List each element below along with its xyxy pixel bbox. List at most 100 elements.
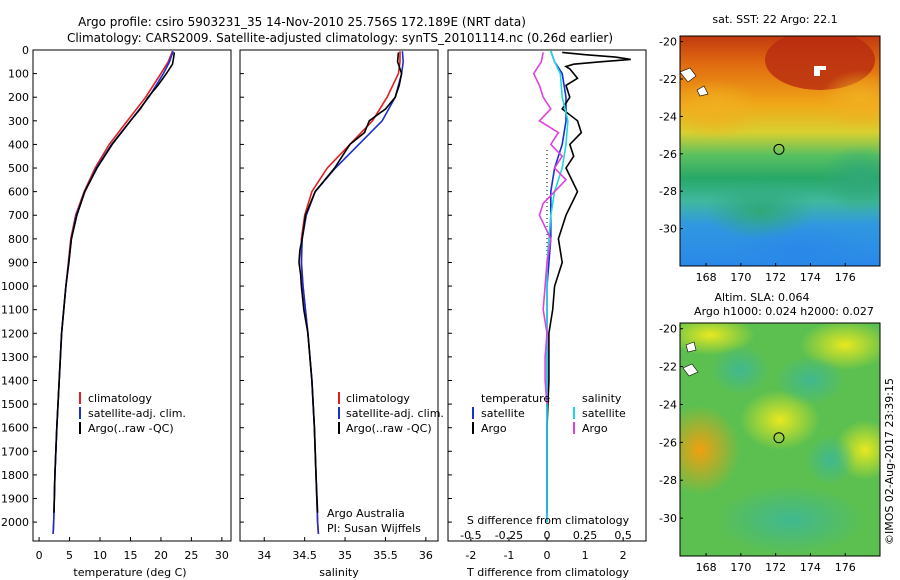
- x-tick-label: 1: [582, 549, 589, 562]
- profile-line-s-satellite: [546, 50, 569, 523]
- map-y-tick-label: -30: [659, 512, 677, 525]
- depth-tick-label: 1200: [1, 327, 29, 340]
- depth-tick-label: 300: [8, 115, 29, 128]
- x-tick-label: 10: [93, 549, 107, 562]
- s-tick-label: -0.5: [460, 529, 481, 542]
- depth-tick-label: 600: [8, 186, 29, 199]
- axis-ticks: 0100200300400500600700800900100011001200…: [1, 44, 632, 562]
- depth-tick-label: 1600: [1, 422, 29, 435]
- depth-tick-label: 1000: [1, 280, 29, 293]
- depth-tick-label: 1900: [1, 493, 29, 506]
- depth-tick-label: 100: [8, 68, 29, 81]
- s-tick-label: -0.25: [495, 529, 523, 542]
- depth-tick-label: 900: [8, 256, 29, 269]
- legend-argo-label: Argo(..raw -QC): [346, 422, 432, 435]
- s-tick-label: 0.25: [573, 529, 598, 542]
- profile-line-t-satellite: [546, 50, 567, 523]
- sst-map-field: [680, 36, 880, 266]
- map-x-tick-label: 174: [800, 271, 821, 284]
- map-y-tick-label: -22: [659, 361, 677, 374]
- profile-line-satellite-adj-clim-: [300, 51, 405, 534]
- legend-s-satellite-label: satellite: [582, 407, 626, 420]
- legend-salinity-title: salinity: [582, 392, 622, 405]
- argo-location-marker: [773, 432, 785, 444]
- x-tick-label: -1: [503, 549, 514, 562]
- depth-tick-label: 800: [8, 233, 29, 246]
- x-tick-label: 35.5: [373, 549, 398, 562]
- figure-title-line1: Argo profile: csiro 5903231_35 14-Nov-20…: [78, 15, 526, 29]
- profile-line-argo-raw-qc-: [53, 52, 176, 513]
- x-tick-label: 5: [66, 549, 73, 562]
- profile-line-satellite-adj-clim-: [52, 50, 174, 534]
- argo-australia-credit: Argo Australia: [327, 507, 405, 520]
- map-y-tick-label: -20: [659, 36, 677, 49]
- depth-tick-label: 1300: [1, 351, 29, 364]
- sst-map-frame: [679, 35, 881, 267]
- depth-tick-label: 1500: [1, 398, 29, 411]
- legend-temperature-title: temperature: [481, 392, 550, 405]
- x-tick-label: 0: [544, 549, 551, 562]
- salinity-legend: climatology satellite-adj. clim. Argo(..…: [327, 392, 444, 535]
- map-y-tick-label: -30: [659, 223, 677, 236]
- salinity-xlabel: salinity: [319, 566, 359, 579]
- depth-tick-label: 2000: [1, 516, 29, 529]
- map-x-tick-label: 170: [730, 561, 751, 574]
- temperature-legend: climatology satellite-adj. clim. Argo(..…: [79, 392, 186, 435]
- x-tick-label: 25: [184, 549, 198, 562]
- x-tick-label: 30: [215, 549, 229, 562]
- argo-location-marker: [773, 143, 785, 155]
- map-y-tick-label: -22: [659, 73, 677, 86]
- profile-line-argo-raw-qc-: [298, 52, 403, 513]
- map-y-tick-label: -28: [659, 185, 677, 198]
- sst-map-title: sat. SST: 22 Argo: 22.1: [712, 13, 837, 26]
- legend-s-argo-label: Argo: [582, 422, 608, 435]
- depth-tick-label: 1800: [1, 469, 29, 482]
- depth-tick-label: 400: [8, 138, 29, 151]
- x-tick-label: 2: [620, 549, 627, 562]
- x-tick-label: -2: [465, 549, 476, 562]
- sla-map-title: Altim. SLA: 0.064: [714, 291, 809, 304]
- profile-line-t-argo: [546, 51, 631, 513]
- legend-satellite-label: satellite-adj. clim.: [88, 407, 186, 420]
- map-y-tick-label: -20: [659, 323, 677, 336]
- map-y-tick-label: -26: [659, 436, 677, 449]
- sla-map-field: [680, 323, 880, 556]
- legend-argo-label: Argo(..raw -QC): [88, 422, 174, 435]
- temperature-axes: [32, 49, 232, 542]
- legend-climatology-label: climatology: [88, 392, 152, 405]
- map-y-tick-label: -24: [659, 398, 677, 411]
- pi-credit: PI: Susan Wijffels: [327, 522, 421, 535]
- map-x-tick-label: 168: [696, 561, 717, 574]
- sla-map-subtitle: Argo h1000: 0.024 h2000: 0.027: [694, 305, 874, 318]
- map-x-tick-label: 172: [765, 271, 786, 284]
- map-x-tick-label: 176: [835, 271, 856, 284]
- x-tick-label: 15: [123, 549, 137, 562]
- depth-tick-label: 500: [8, 162, 29, 175]
- map-x-tick-label: 170: [730, 271, 751, 284]
- x-tick-label: 20: [154, 549, 168, 562]
- legend-climatology-label: climatology: [346, 392, 410, 405]
- sla-map-axes: 168 170 172 174 176 -20 -22 -24 -26 -28 -30: [659, 323, 856, 574]
- map-x-tick-label: 174: [800, 561, 821, 574]
- imos-credit: ©IMOS 02-Aug-2017 23:39:15: [883, 378, 896, 545]
- s-tick-label: 0: [544, 529, 551, 542]
- difference-legend: temperature salinity satellite Argo sate…: [472, 392, 626, 435]
- legend-t-argo-label: Argo: [481, 422, 507, 435]
- figure-title-line2: Climatology: CARS2009. Satellite-adjuste…: [67, 31, 613, 45]
- salinity-axes: [239, 49, 439, 542]
- map-y-tick-label: -24: [659, 110, 677, 123]
- depth-tick-label: 700: [8, 209, 29, 222]
- s-tick-label: 0.5: [614, 529, 632, 542]
- map-x-tick-label: 168: [696, 271, 717, 284]
- depth-tick-label: 1700: [1, 445, 29, 458]
- depth-tick-label: 1100: [1, 304, 29, 317]
- map-y-tick-label: -28: [659, 474, 677, 487]
- profile-line-climatology: [52, 50, 174, 534]
- t-difference-xlabel: T difference from climatology: [466, 566, 629, 579]
- profile-line-s-argo: [532, 52, 568, 405]
- map-x-tick-label: 172: [765, 561, 786, 574]
- x-tick-label: 34: [257, 549, 271, 562]
- x-tick-label: 0: [36, 549, 43, 562]
- x-tick-label: 35: [338, 549, 352, 562]
